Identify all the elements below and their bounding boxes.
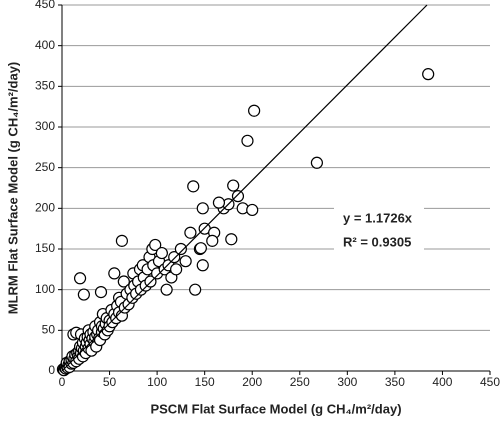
x-tick-label: 200 <box>242 375 262 389</box>
y-tick-label: 450 <box>35 0 55 11</box>
y-tick-label: 350 <box>35 79 55 93</box>
point <box>108 267 121 280</box>
annotation: R² = 0.9305 <box>343 234 411 249</box>
point <box>94 286 108 299</box>
point <box>179 255 192 268</box>
point <box>174 242 187 256</box>
y-tick-label: 400 <box>35 38 55 52</box>
x-axis-title: PSCM Flat Surface Model (g CH₄/m²/day) <box>150 401 401 416</box>
y-tick-label: 150 <box>35 241 55 255</box>
point <box>189 283 202 296</box>
point <box>73 272 87 285</box>
x-tick-label: 300 <box>337 375 357 389</box>
point <box>184 226 197 239</box>
point <box>206 234 219 247</box>
y-tick-label: 100 <box>35 282 55 296</box>
y-tick-label: 250 <box>35 160 55 174</box>
annotation: y = 1.1726x <box>343 210 413 225</box>
point <box>117 275 130 288</box>
point <box>225 233 238 246</box>
point <box>196 202 209 215</box>
point <box>194 242 207 255</box>
point <box>170 263 183 276</box>
y-tick-label: 200 <box>35 201 55 215</box>
point <box>246 203 259 217</box>
y-tick-label: 300 <box>35 119 55 133</box>
x-tick-label: 350 <box>385 375 405 389</box>
point <box>160 283 173 296</box>
point <box>231 190 245 203</box>
x-tick-label: 0 <box>59 375 66 389</box>
point <box>155 246 168 260</box>
annotation-box <box>334 206 424 254</box>
x-tick-label: 250 <box>290 375 310 389</box>
point <box>227 179 240 192</box>
x-tick-label: 400 <box>432 375 452 389</box>
x-tick-label: 450 <box>480 375 500 389</box>
point <box>310 156 323 169</box>
point <box>196 259 209 272</box>
x-tick-label: 100 <box>147 375 167 389</box>
y-axis-title: MLRM Flat Surface Model (g CH₄/m²/day) <box>5 62 20 314</box>
point <box>77 288 90 301</box>
point <box>115 234 129 247</box>
trendline <box>61 4 428 372</box>
point <box>422 68 435 81</box>
point <box>168 251 181 264</box>
y-tick-label: 50 <box>42 323 56 337</box>
point <box>241 134 254 147</box>
point <box>248 104 261 117</box>
point <box>212 196 226 209</box>
x-tick-label: 150 <box>195 375 215 389</box>
y-tick-label: 0 <box>48 363 55 377</box>
point <box>149 238 162 252</box>
x-tick-label: 50 <box>103 375 117 389</box>
point <box>187 180 200 193</box>
